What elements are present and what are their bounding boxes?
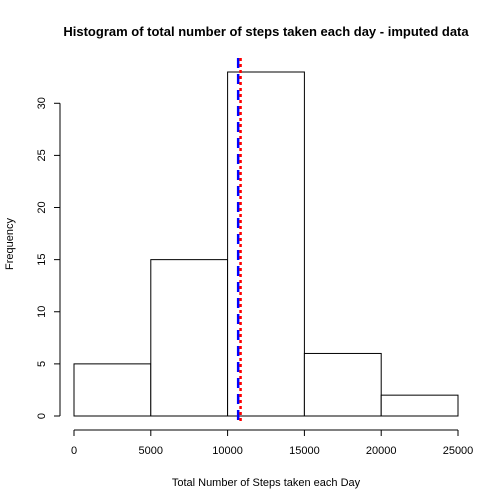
y-tick-label: 0 xyxy=(36,413,48,419)
y-axis: 0 5 10 15 20 25 30 xyxy=(36,97,61,419)
y-tick-label: 25 xyxy=(36,149,48,161)
histogram-bars xyxy=(73,71,459,417)
y-tick-label: 20 xyxy=(36,201,48,213)
y-tick-label: 10 xyxy=(36,306,48,318)
x-tick-label: 25000 xyxy=(443,445,474,457)
x-axis-label: Total Number of Steps taken each Day xyxy=(172,477,361,489)
x-axis: 0 5000 10000 15000 20000 25000 xyxy=(71,429,474,457)
histogram-bar-0 xyxy=(73,363,152,417)
histogram-bar-3 xyxy=(303,352,382,417)
histogram-bar-1 xyxy=(150,259,229,417)
y-tick-label: 5 xyxy=(36,361,48,367)
x-tick-label: 20000 xyxy=(366,445,397,457)
x-tick-label: 10000 xyxy=(212,445,243,457)
reference-lines xyxy=(236,58,242,422)
y-tick-label: 15 xyxy=(36,254,48,266)
x-tick-label: 15000 xyxy=(289,445,320,457)
y-axis-label: Frequency xyxy=(4,218,16,270)
x-tick-label: 0 xyxy=(71,445,77,457)
chart-title: Histogram of total number of steps taken… xyxy=(63,24,469,39)
histogram-bar-4 xyxy=(380,394,459,417)
x-tick-label: 5000 xyxy=(139,445,163,457)
y-tick-label: 30 xyxy=(36,97,48,109)
